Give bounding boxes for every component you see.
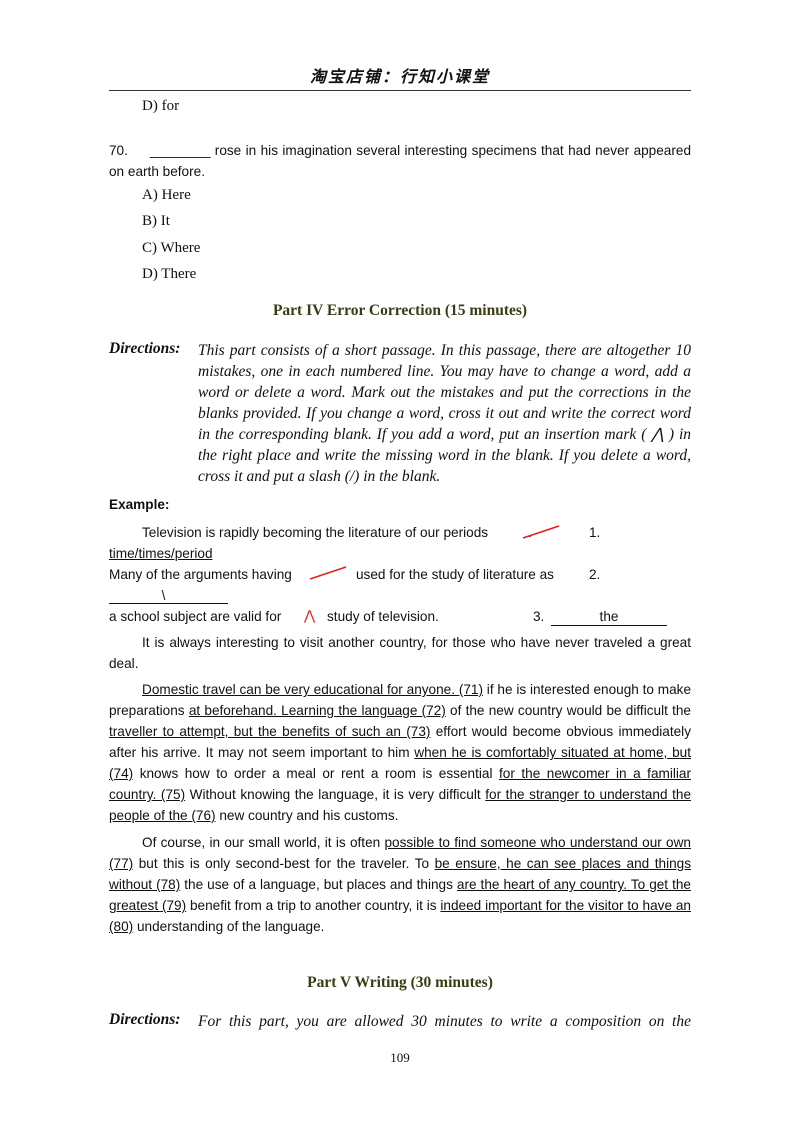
underlined-segment: when he is comfortably situated at home,…	[109, 745, 691, 781]
period: .	[528, 525, 532, 540]
text-segment: benefit from a trip to another country, …	[186, 898, 441, 913]
text-segment: the use of a language, but places and th…	[180, 877, 457, 892]
page-header: 淘宝店铺：行知小课堂	[309, 67, 490, 86]
text-segment: knows how to order a meal or rent a room…	[133, 766, 499, 781]
strike-mark	[522, 525, 560, 539]
question-number: 70.	[109, 143, 128, 158]
text-segment: but this is only second-best for the tra…	[133, 856, 435, 871]
directions-label: Directions:	[109, 340, 181, 357]
passage-paragraph: Domestic travel can be very educational …	[109, 679, 691, 832]
question-text: rose in his imagination several interest…	[109, 143, 692, 179]
underlined-segment: be ensure, he can see places and things …	[109, 856, 692, 892]
underlined-segment: indeed important for the visitor to have…	[109, 898, 691, 934]
option-b: B) It	[142, 213, 170, 229]
underlined-segment: are the heart of any country. To get the…	[109, 877, 691, 913]
text-segment: Of course, in our small world, it is oft…	[142, 835, 385, 850]
passage: It is always interesting to visit anothe…	[109, 632, 691, 943]
strike-mark	[309, 566, 347, 580]
option-c: C) Where	[142, 240, 201, 256]
underlined-segment: at beforehand. Learning the language (72…	[188, 703, 446, 718]
insertion-caret-icon: ⋀	[304, 608, 316, 623]
example-line-3b: study of television.	[327, 609, 439, 624]
example-line-3a: a school subject are valid for	[109, 609, 282, 624]
page-number: 109	[390, 1050, 410, 1065]
section-title-part4: Part IV Error Correction (15 minutes)	[272, 302, 528, 319]
text-segment: It is always interesting to visit anothe…	[109, 635, 691, 671]
option-d: D) There	[142, 266, 197, 282]
text-segment: Without knowing the language, it is very…	[185, 787, 486, 802]
example-text: Television is rapidly becoming the liter…	[142, 525, 489, 540]
example-label: Example:	[109, 497, 170, 512]
directions-label-part5: Directions:	[109, 1011, 181, 1028]
passage-paragraph: It is always interesting to visit anothe…	[109, 632, 691, 679]
example-num-3: 3.	[533, 609, 545, 624]
underlined-segment: possible to find someone who understand …	[109, 835, 691, 871]
text-segment: understanding of the language.	[133, 919, 325, 934]
example-line-2b: used for the study of literature as	[356, 567, 554, 582]
section-title-part5: Part V Writing (30 minutes)	[307, 974, 493, 991]
directions-text-part5: For this part, you are allowed 30 minute…	[198, 1013, 691, 1030]
header-divider	[109, 90, 691, 91]
directions-text: This part consists of a short passage. I…	[198, 342, 691, 485]
text-segment: if he is interested enough to make prepa…	[109, 682, 691, 718]
example-line-2a: Many of the arguments having	[109, 567, 292, 582]
question-blank: ________	[149, 143, 211, 158]
underlined-segment: for the stranger to understand the peopl…	[109, 787, 691, 823]
underlined-segment: Domestic travel can be very educational …	[142, 682, 483, 697]
example-num-1: 1.	[589, 525, 601, 540]
text-segment: of the new country would be difficult th…	[445, 703, 691, 718]
example-line-1: Television is rapidly becoming the liter…	[142, 522, 532, 543]
example-answer-3: the	[551, 606, 667, 626]
example-num-2: 2.	[589, 567, 601, 582]
passage-paragraph: Of course, in our small world, it is oft…	[109, 832, 691, 943]
option-a: A) Here	[142, 187, 191, 203]
example-answer-2: \	[109, 585, 228, 604]
text-segment: effort would become obvious immediately …	[109, 724, 691, 760]
text-segment: new country and his customs.	[215, 808, 399, 823]
example-answer-1: time/times/period	[109, 546, 213, 561]
underlined-segment: traveller to attempt, but the benefits o…	[109, 724, 431, 739]
question-70: 70. ________ rose in his imagination sev…	[109, 140, 691, 182]
option-d-prev: D) for	[142, 98, 180, 114]
underlined-segment: for the newcomer in a familiar country. …	[109, 766, 691, 802]
